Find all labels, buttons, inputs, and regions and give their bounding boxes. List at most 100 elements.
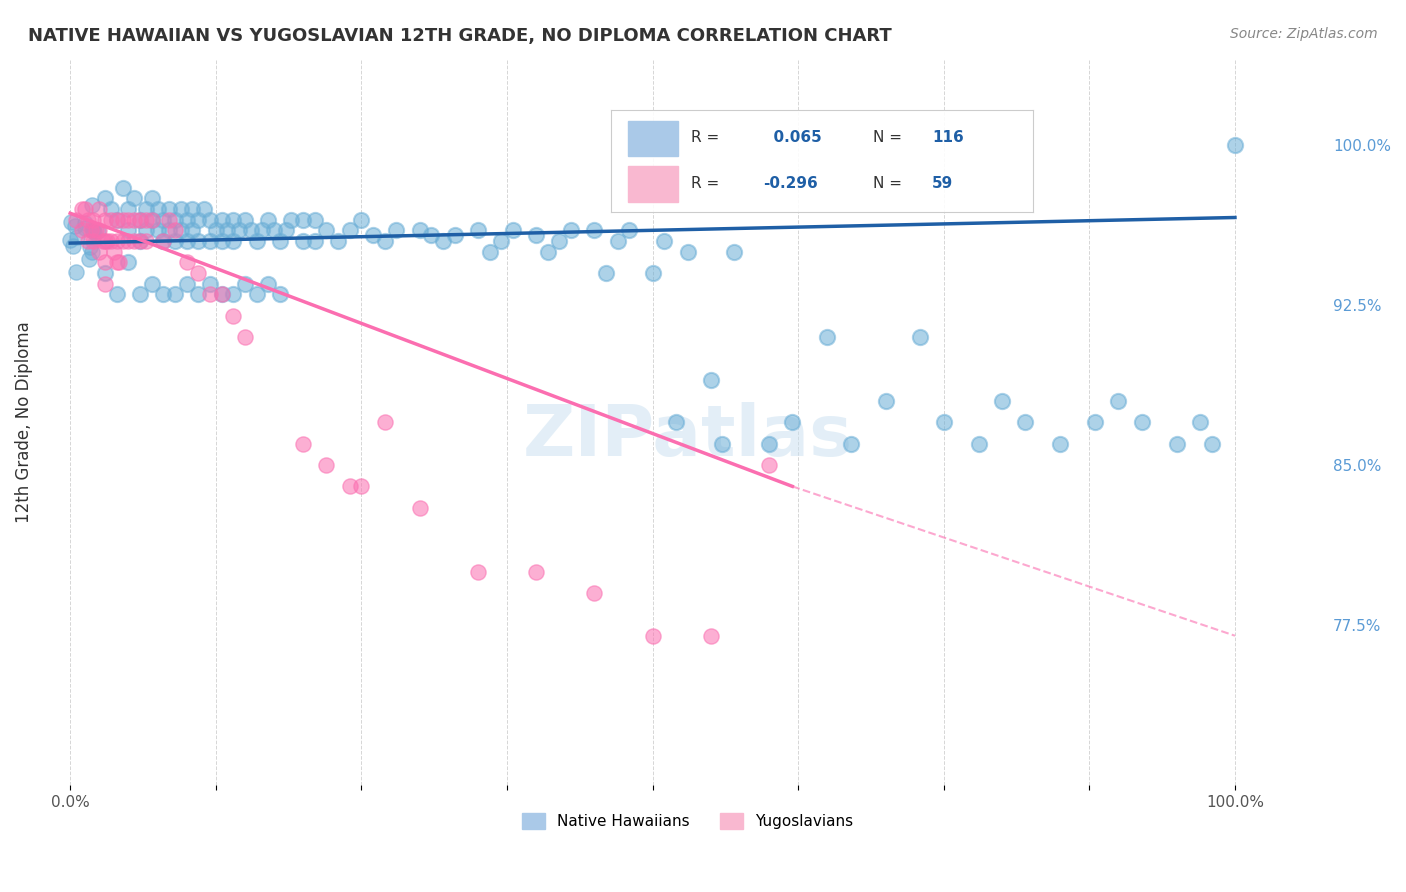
Point [163, 212, 186, 227]
Point [723, 244, 745, 259]
Point [170, 202, 193, 216]
Point [152, 212, 174, 227]
Point [583, 586, 606, 600]
Point [339, 479, 361, 493]
Point [315, 223, 337, 237]
Point [700, 373, 723, 387]
Point [176, 255, 198, 269]
Point [315, 458, 337, 472]
Point [269, 234, 291, 248]
Point [70, 223, 93, 237]
Point [595, 266, 617, 280]
Point [408, 223, 430, 237]
Point [146, 202, 169, 216]
Point [94, 212, 117, 227]
Point [245, 287, 267, 301]
Point [641, 266, 664, 280]
Point [82, 223, 104, 237]
Point [87, 224, 110, 238]
Point [157, 212, 180, 227]
Point [222, 287, 245, 301]
Point [76, 234, 98, 248]
Point [100, 212, 122, 227]
Point [94, 255, 117, 269]
Point [198, 234, 221, 248]
Point [89, 244, 111, 259]
Point [111, 234, 134, 248]
Point [163, 234, 186, 248]
Point [524, 227, 547, 242]
Point [89, 202, 111, 216]
Point [1223, 138, 1246, 153]
Point [502, 223, 524, 237]
Y-axis label: 12th Grade, No Diploma: 12th Grade, No Diploma [15, 321, 32, 524]
Point [181, 223, 204, 237]
Point [217, 223, 239, 237]
Point [252, 223, 274, 237]
Point [374, 234, 396, 248]
Legend: Native Hawaiians, Yugoslavians: Native Hawaiians, Yugoslavians [516, 807, 859, 836]
Point [80, 198, 103, 212]
Point [233, 330, 256, 344]
Point [141, 191, 163, 205]
Point [211, 234, 233, 248]
Point [117, 202, 139, 216]
Point [1166, 436, 1188, 450]
Point [233, 212, 256, 227]
Point [187, 266, 209, 280]
Point [62, 239, 84, 253]
Point [211, 287, 233, 301]
Point [676, 244, 699, 259]
Point [111, 180, 134, 194]
Point [339, 223, 361, 237]
Point [146, 223, 169, 237]
Point [135, 202, 157, 216]
Point [222, 234, 245, 248]
Point [228, 223, 250, 237]
Point [63, 219, 86, 233]
Point [122, 234, 145, 248]
Point [73, 216, 96, 230]
Point [1108, 394, 1130, 409]
Point [326, 234, 349, 248]
Point [257, 212, 280, 227]
Point [257, 277, 280, 291]
Point [204, 223, 226, 237]
Point [991, 394, 1014, 409]
Point [170, 223, 193, 237]
Point [385, 223, 408, 237]
Point [84, 223, 107, 237]
Point [129, 234, 152, 248]
Point [198, 212, 221, 227]
Point [65, 264, 87, 278]
Point [700, 629, 723, 643]
Point [548, 234, 571, 248]
Point [100, 234, 122, 248]
Point [82, 234, 104, 248]
Point [141, 212, 163, 227]
Point [292, 436, 315, 450]
Point [91, 234, 114, 248]
Point [187, 287, 209, 301]
Point [537, 244, 560, 259]
Point [82, 244, 104, 259]
Point [135, 212, 157, 227]
Point [129, 212, 152, 227]
Point [59, 233, 82, 247]
Point [66, 230, 89, 244]
Point [96, 234, 118, 248]
Point [105, 212, 128, 227]
Point [105, 255, 128, 269]
Point [83, 225, 105, 239]
Point [652, 234, 675, 248]
Point [79, 239, 101, 253]
Point [292, 234, 315, 248]
Point [82, 224, 104, 238]
Point [70, 202, 93, 216]
Point [619, 223, 641, 237]
Point [304, 212, 326, 227]
Point [489, 234, 512, 248]
Point [163, 287, 186, 301]
Point [432, 234, 454, 248]
Point [122, 191, 145, 205]
